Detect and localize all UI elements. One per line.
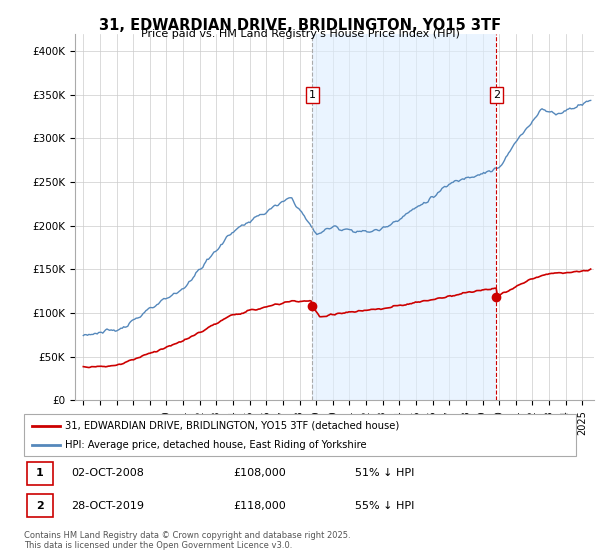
Text: 28-OCT-2019: 28-OCT-2019 [71, 501, 144, 511]
Text: 02-OCT-2008: 02-OCT-2008 [71, 468, 144, 478]
FancyBboxPatch shape [27, 462, 53, 485]
Text: 2: 2 [493, 90, 500, 100]
Text: 31, EDWARDIAN DRIVE, BRIDLINGTON, YO15 3TF (detached house): 31, EDWARDIAN DRIVE, BRIDLINGTON, YO15 3… [65, 421, 400, 431]
FancyBboxPatch shape [24, 414, 576, 456]
Text: £108,000: £108,000 [234, 468, 287, 478]
Text: 51% ↓ HPI: 51% ↓ HPI [355, 468, 415, 478]
Text: 1: 1 [309, 90, 316, 100]
Text: 31, EDWARDIAN DRIVE, BRIDLINGTON, YO15 3TF: 31, EDWARDIAN DRIVE, BRIDLINGTON, YO15 3… [99, 18, 501, 33]
Text: 1: 1 [36, 468, 44, 478]
Text: £118,000: £118,000 [234, 501, 287, 511]
FancyBboxPatch shape [27, 494, 53, 517]
Text: HPI: Average price, detached house, East Riding of Yorkshire: HPI: Average price, detached house, East… [65, 440, 367, 450]
Text: 55% ↓ HPI: 55% ↓ HPI [355, 501, 415, 511]
Bar [313, 34, 496, 400]
Text: Price paid vs. HM Land Registry's House Price Index (HPI): Price paid vs. HM Land Registry's House … [140, 29, 460, 39]
Text: 2: 2 [36, 501, 44, 511]
Text: Contains HM Land Registry data © Crown copyright and database right 2025.
This d: Contains HM Land Registry data © Crown c… [24, 531, 350, 550]
